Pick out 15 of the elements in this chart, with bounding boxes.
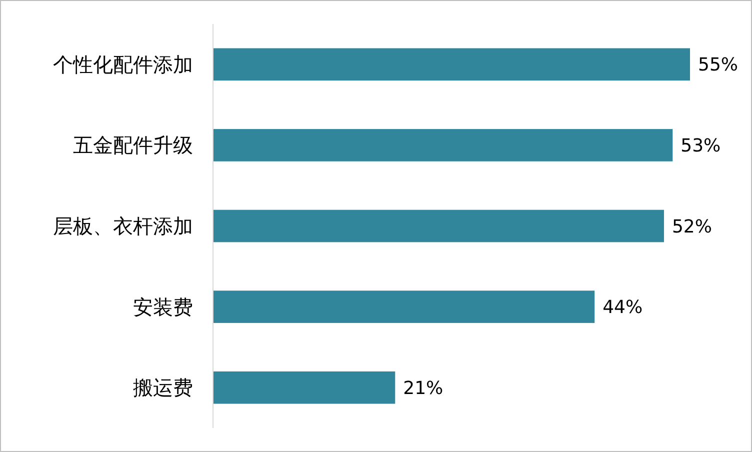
bar [213, 371, 396, 404]
data-label: 52% [672, 216, 712, 238]
y-tick-label: 层板、衣杆添加 [53, 214, 193, 238]
data-label: 55% [698, 54, 738, 76]
y-tick-label: 个性化配件添加 [53, 52, 193, 76]
bar [213, 210, 664, 242]
y-tick-label: 搬运费 [133, 376, 193, 400]
bar [213, 290, 595, 323]
bar [213, 129, 673, 162]
y-tick-label: 五金配件升级 [73, 133, 193, 158]
data-label: 21% [403, 378, 444, 399]
bar [213, 48, 690, 81]
data-label: 44% [602, 297, 643, 318]
y-tick-label: 安装费 [133, 294, 193, 319]
data-label: 53% [680, 136, 721, 156]
